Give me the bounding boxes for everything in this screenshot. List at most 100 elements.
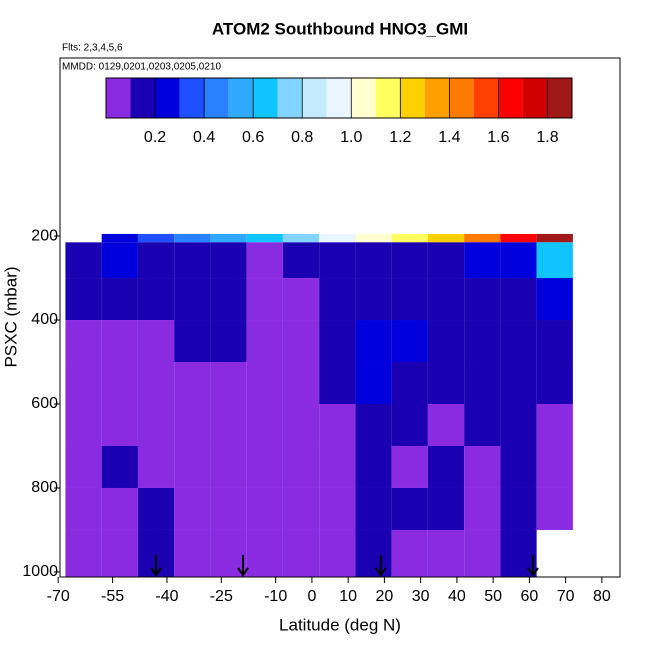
heat-cell	[427, 242, 465, 279]
heat-cell	[210, 320, 247, 363]
heat-cell	[101, 242, 138, 279]
heat-cell	[500, 278, 537, 321]
heat-cell	[427, 404, 465, 446]
heat-cell	[101, 233, 138, 243]
heat-cell	[536, 362, 573, 404]
heat-cell	[391, 362, 428, 404]
heat-cell	[137, 404, 175, 446]
heat-cell	[65, 529, 102, 577]
x-tick-label: -40	[155, 588, 178, 605]
colorbar-tick-label: 0.6	[242, 129, 264, 146]
heat-cell	[391, 278, 428, 321]
heat-cell	[319, 242, 356, 279]
heat-cell	[427, 362, 465, 404]
colorbar-swatch	[204, 78, 229, 118]
heat-cell	[391, 487, 428, 530]
heat-cell	[282, 320, 320, 363]
heat-cell	[427, 445, 465, 488]
heat-cell	[246, 445, 283, 488]
heat-cell	[246, 242, 283, 279]
heat-cell	[319, 404, 356, 446]
colorbar-tick-label: 1.8	[536, 129, 558, 146]
heat-cell	[536, 487, 573, 530]
colorbar-tick-label: 1.0	[340, 129, 362, 146]
heat-cell	[391, 233, 428, 243]
colorbar-tick-label: 1.4	[438, 129, 460, 146]
heat-cell	[137, 487, 175, 530]
heat-cell	[427, 529, 465, 577]
heat-cell	[319, 362, 356, 404]
heat-cell	[355, 487, 392, 530]
heat-cell	[137, 445, 175, 488]
colorbar-swatch	[155, 78, 180, 118]
heat-cell	[246, 278, 283, 321]
heat-cell	[210, 404, 247, 446]
x-tick-label: 70	[557, 588, 575, 605]
flight-arrow	[527, 555, 539, 577]
heat-cell	[319, 278, 356, 321]
colorbar-swatch	[326, 78, 352, 118]
heat-cell	[282, 487, 320, 530]
colorbar-swatch	[375, 78, 401, 118]
heat-cell	[137, 320, 175, 363]
heat-cell	[137, 233, 175, 243]
colorbar-swatch	[277, 78, 303, 118]
colorbar-tick-label: 0.4	[193, 129, 215, 146]
heat-cell	[500, 233, 537, 243]
heat-cell	[210, 487, 247, 530]
colorbar-frame	[105, 77, 573, 119]
heat-cell	[282, 529, 320, 577]
heat-cell	[319, 320, 356, 363]
colorbar-swatch	[522, 78, 548, 118]
heat-cell	[500, 320, 537, 363]
heat-cell	[500, 242, 537, 279]
heat-cell	[500, 362, 537, 404]
heat-cell	[210, 445, 247, 488]
heat-cell	[101, 362, 138, 404]
heat-cell	[391, 242, 428, 279]
heat-cell	[355, 445, 392, 488]
heat-cell	[500, 487, 537, 530]
heat-cell	[319, 233, 356, 243]
heat-cell	[65, 487, 102, 530]
chart-title: ATOM2 Southbound HNO3_GMI	[212, 19, 468, 38]
heat-cell	[210, 362, 247, 404]
y-tick-label: 200	[31, 227, 58, 244]
x-tick-label: -55	[101, 588, 124, 605]
heat-cell	[65, 320, 102, 363]
heat-cell	[137, 242, 175, 279]
colorbar-swatch	[424, 78, 450, 118]
heat-cell	[101, 278, 138, 321]
heat-cell	[391, 320, 428, 363]
heat-cell	[391, 404, 428, 446]
heat-cell	[174, 320, 211, 363]
heat-cell	[355, 362, 392, 404]
heat-cell	[500, 529, 537, 577]
heat-cell	[464, 233, 501, 243]
heat-cell	[319, 445, 356, 488]
heat-cell	[65, 404, 102, 446]
heat-cell	[174, 529, 211, 577]
heat-cell	[65, 278, 102, 321]
heat-cell	[464, 242, 501, 279]
heat-cell	[246, 529, 283, 577]
x-tick-label: -25	[210, 588, 233, 605]
heat-cell	[246, 320, 283, 363]
heat-cell	[391, 445, 428, 488]
heat-cell	[65, 242, 102, 279]
flight-arrow	[150, 555, 162, 577]
heat-cell	[355, 404, 392, 446]
heat-cell	[101, 404, 138, 446]
heat-cell	[101, 320, 138, 363]
heat-cell	[210, 233, 247, 243]
heat-cell	[282, 404, 320, 446]
x-tick-label: -70	[47, 588, 70, 605]
heat-cell	[65, 445, 102, 488]
heat-cell	[174, 233, 211, 243]
heat-cell	[282, 445, 320, 488]
heat-cell	[355, 278, 392, 321]
heat-cell	[246, 487, 283, 530]
flight-arrow	[374, 555, 387, 577]
heat-cell	[174, 242, 211, 279]
heat-cell	[137, 278, 175, 321]
